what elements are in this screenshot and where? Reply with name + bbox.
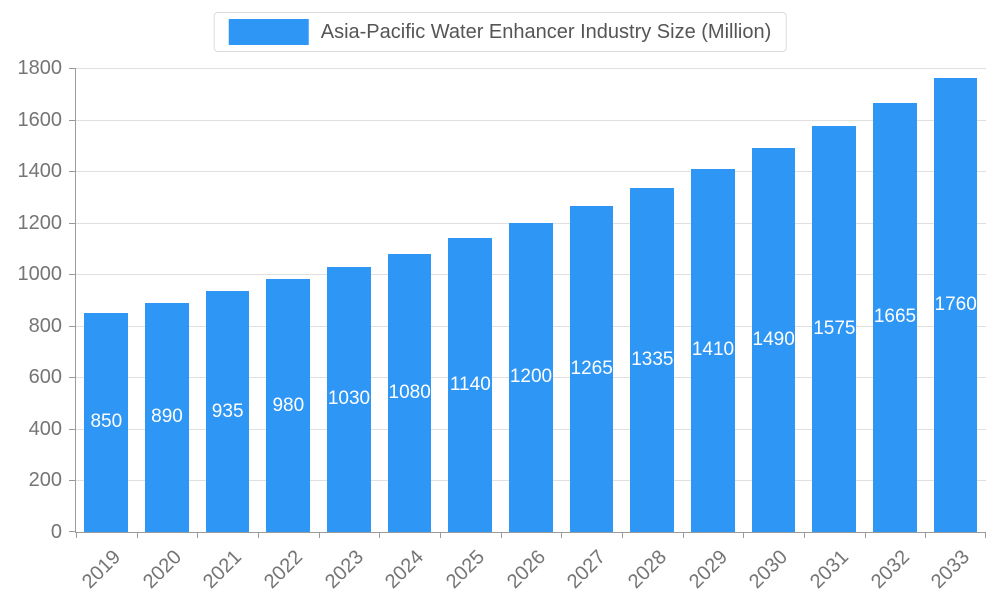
bar[interactable] <box>933 78 978 532</box>
y-axis-tick-label: 400 <box>28 417 62 440</box>
bar[interactable] <box>266 279 311 532</box>
x-axis-tick <box>925 532 927 538</box>
x-axis-tick-label: 2028 <box>623 546 671 594</box>
x-axis-tick <box>561 532 563 538</box>
y-axis-tick-label: 1400 <box>17 160 63 183</box>
x-axis-tick-label: 2020 <box>138 546 186 594</box>
x-axis-tick-label: 2021 <box>199 546 247 594</box>
x-axis-tick-label: 2031 <box>805 546 853 594</box>
legend-swatch-icon <box>228 19 309 45</box>
x-axis-tick <box>804 532 805 538</box>
x-axis-tick-label: 2024 <box>381 546 429 594</box>
x-axis-tick-label: 2022 <box>259 546 307 594</box>
bar[interactable] <box>873 102 917 532</box>
gridline <box>76 68 986 69</box>
bar[interactable] <box>448 238 493 532</box>
y-axis-tick <box>69 119 76 121</box>
y-axis-tick-label: 1800 <box>17 57 63 79</box>
bar[interactable] <box>751 147 796 532</box>
y-axis-tick-label: 1600 <box>17 108 63 131</box>
x-axis-tick <box>318 532 320 538</box>
bar[interactable] <box>327 266 371 532</box>
bar[interactable] <box>569 205 614 532</box>
bar[interactable] <box>630 187 675 532</box>
y-axis-tick-label: 1000 <box>17 263 63 286</box>
x-axis-tick <box>622 532 623 538</box>
bar[interactable] <box>205 290 250 532</box>
y-axis-tick <box>69 171 76 173</box>
bar[interactable] <box>387 253 432 532</box>
y-axis-tick-label: 1200 <box>17 211 63 234</box>
bar[interactable] <box>691 168 735 532</box>
x-axis-tick <box>985 532 986 538</box>
plot-area: 850 890 935 980 1030 1080 1140 1200 1265 1335 1410… <box>69 68 986 538</box>
y-axis-tick <box>69 377 76 379</box>
gridline <box>76 119 986 121</box>
x-axis-tick-label: 2027 <box>563 546 611 594</box>
bar[interactable] <box>509 222 553 532</box>
bar[interactable] <box>84 312 129 532</box>
x-axis-tick-label: 2030 <box>745 546 793 594</box>
y-axis-tick <box>69 68 76 69</box>
x-axis-tick <box>500 532 502 538</box>
y-axis-tick <box>69 428 76 430</box>
x-axis-tick <box>682 532 684 538</box>
x-axis-tick-label: 2019 <box>77 546 125 594</box>
y-axis-tick <box>69 274 76 276</box>
gridline <box>76 171 986 173</box>
x-axis-tick-label: 2032 <box>866 546 914 594</box>
legend-item[interactable]: Asia-Pacific Water Enhancer Industry Siz… <box>213 12 787 52</box>
legend-label: Asia-Pacific Water Enhancer Industry Siz… <box>320 21 772 43</box>
x-axis: 2019 2020 2021 2022 2023 2024 2025 2026 2027 2028… <box>75 542 985 598</box>
x-axis-tick-label: 2029 <box>684 546 732 594</box>
x-axis-tick-label: 2033 <box>927 546 975 594</box>
y-axis-tick-label: 0 <box>50 521 62 543</box>
x-axis-tick <box>743 532 745 538</box>
x-axis-tick-label: 2023 <box>320 546 368 594</box>
x-axis-tick <box>197 532 199 538</box>
x-axis-tick <box>864 532 866 538</box>
y-axis-tick <box>69 480 76 482</box>
x-axis-tick <box>379 532 381 538</box>
bar[interactable] <box>812 126 857 532</box>
y-axis-tick <box>69 325 76 327</box>
x-axis-tick <box>76 532 77 538</box>
x-axis-tick-label: 2025 <box>441 546 489 594</box>
y-axis: 0 200 400 600 800 1000 1200 1400 1600 1800 <box>0 57 63 543</box>
x-axis-tick-label: 2026 <box>502 546 550 594</box>
y-axis-tick <box>69 531 76 532</box>
y-axis-tick <box>69 222 76 224</box>
y-axis-tick-label: 800 <box>28 314 62 337</box>
y-axis-tick-label: 600 <box>28 366 62 389</box>
y-axis-tick-label: 200 <box>28 469 62 492</box>
x-axis-tick <box>440 532 441 538</box>
x-axis-tick <box>136 532 138 538</box>
bar[interactable] <box>145 302 189 532</box>
x-axis-tick <box>258 532 259 538</box>
